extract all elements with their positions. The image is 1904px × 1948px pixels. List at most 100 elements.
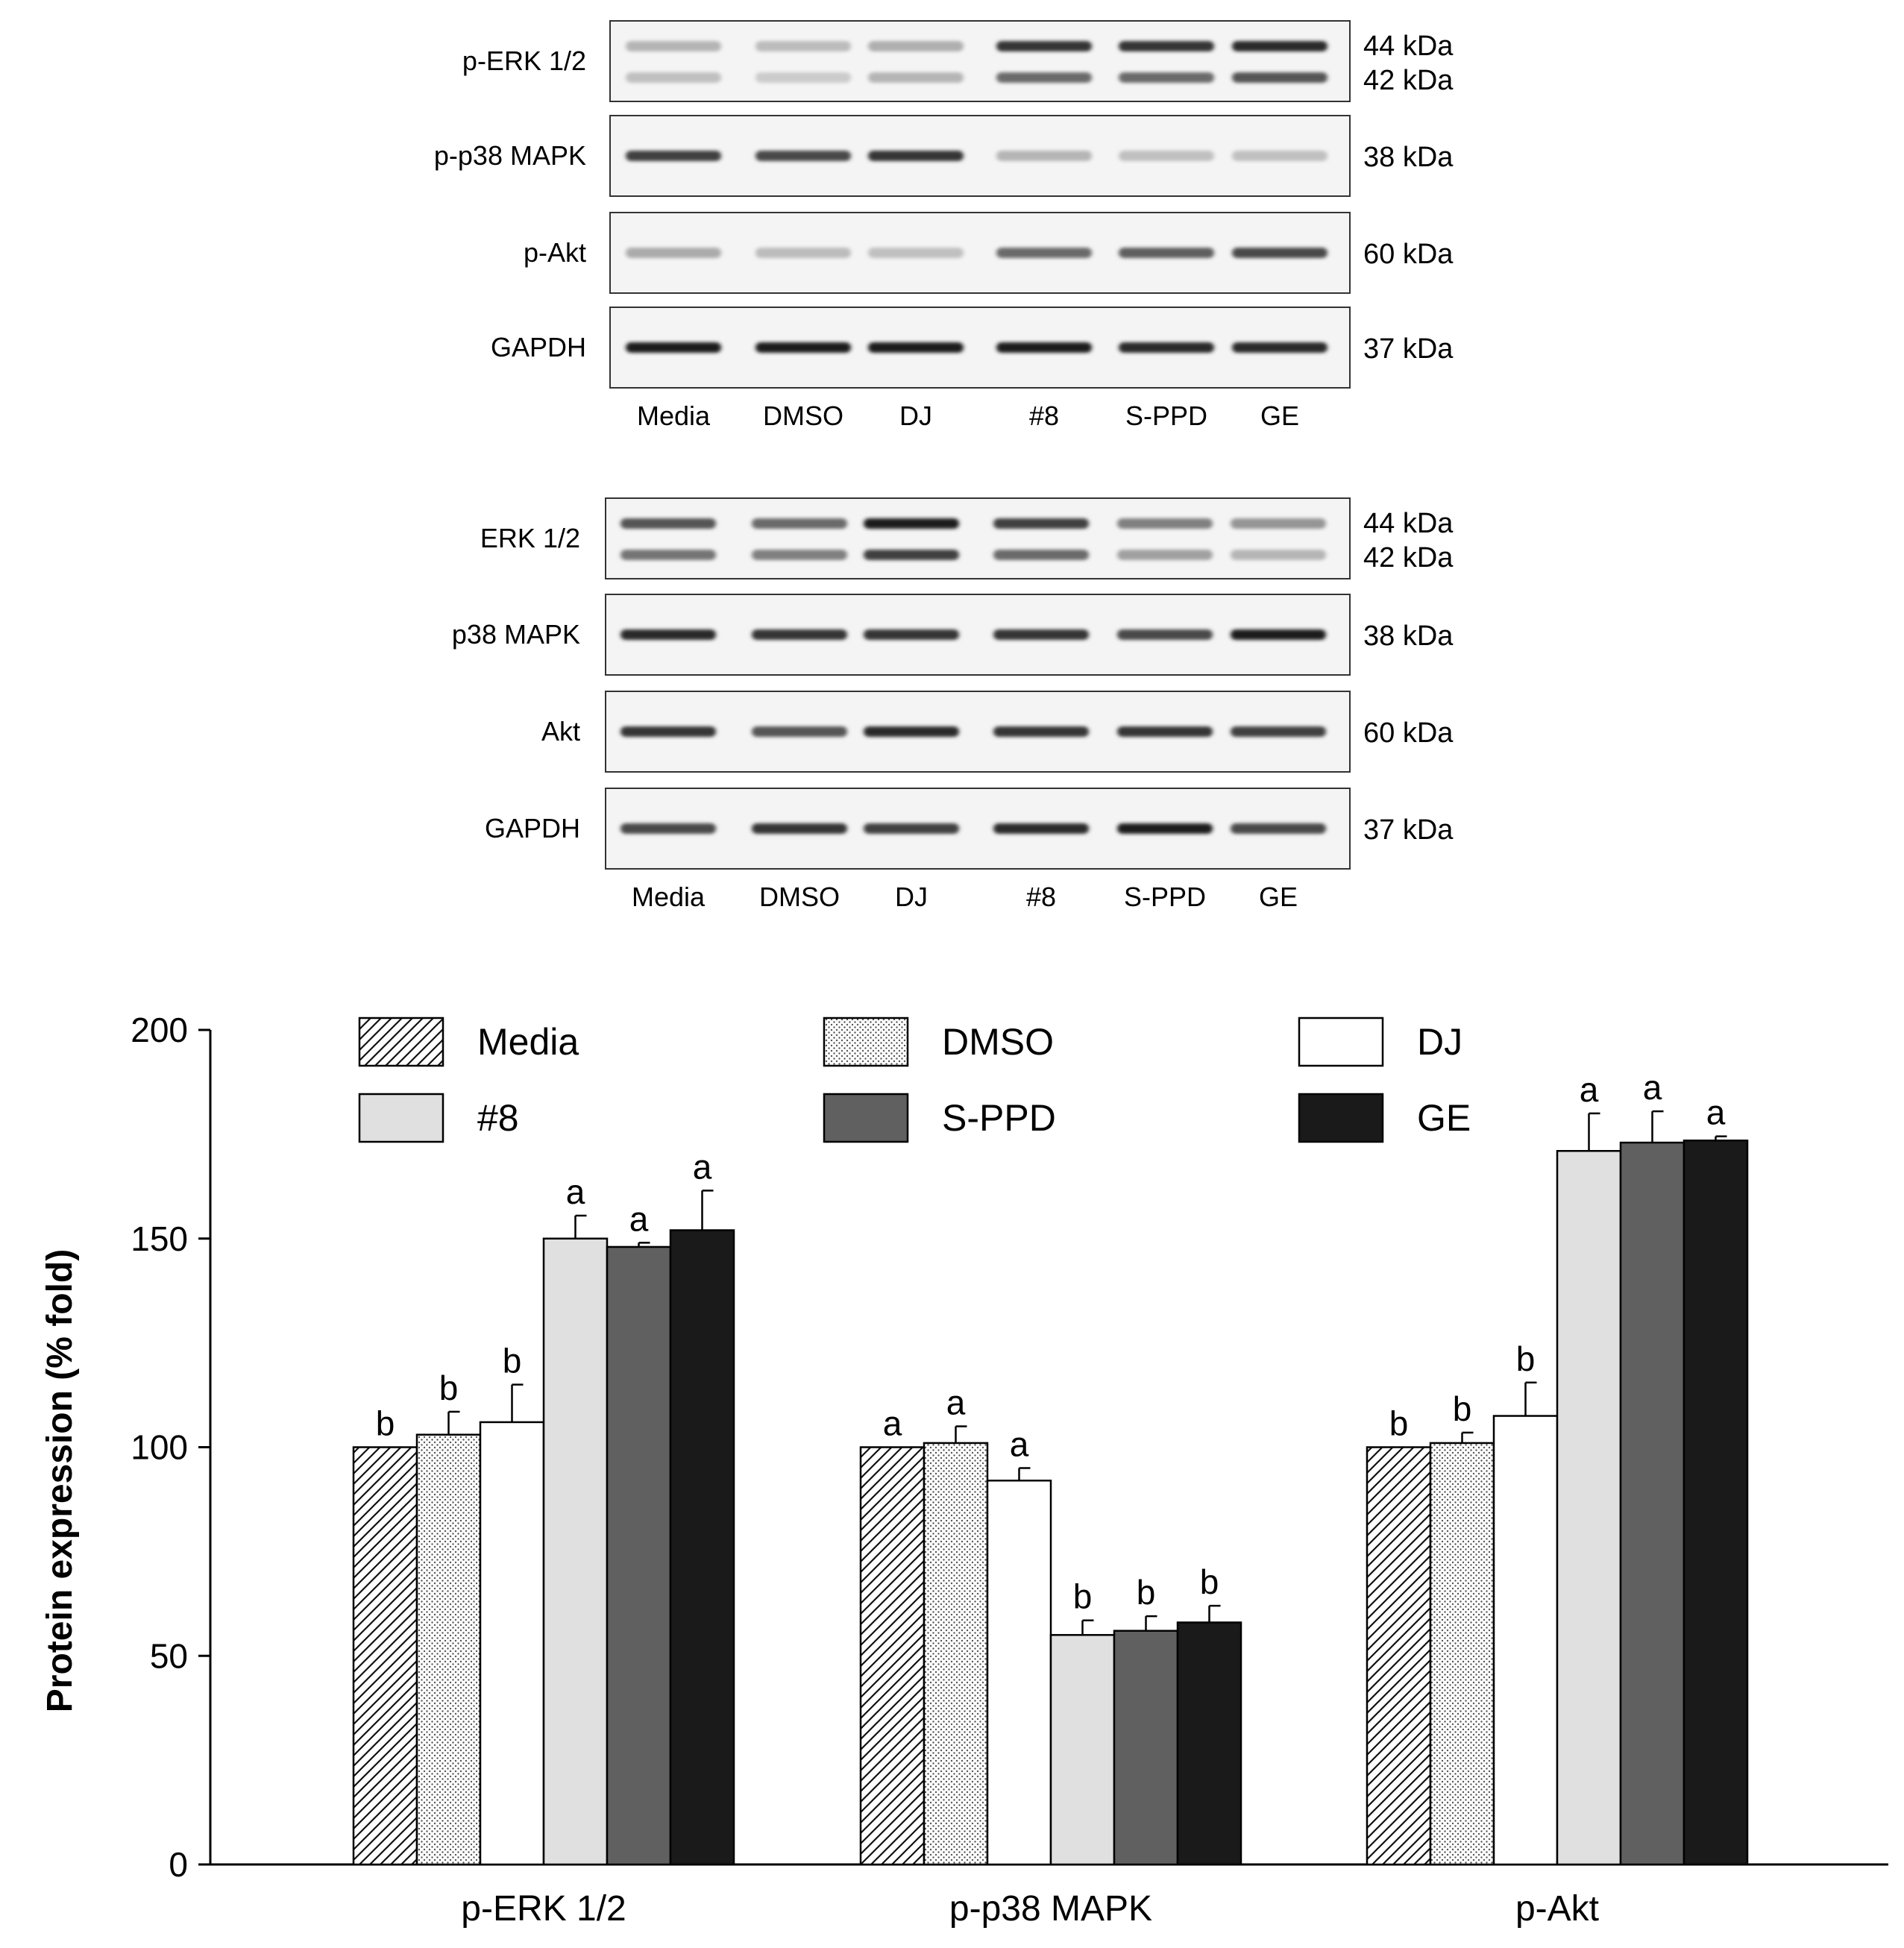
- bar: [542, 1237, 609, 1866]
- bar: [1176, 1621, 1242, 1866]
- blot-band: [755, 41, 851, 51]
- bar: [1619, 1141, 1685, 1866]
- blot-band: [1232, 41, 1328, 51]
- blot-band: [626, 41, 721, 51]
- kda-label: 60 kDa: [1363, 239, 1454, 270]
- significance-letter: b: [1516, 1339, 1536, 1378]
- blot-band: [864, 726, 959, 737]
- y-axis-title: Protein expression (% fold): [40, 1249, 80, 1712]
- blot-band: [1231, 550, 1326, 560]
- blot-row-label: GAPDH: [485, 813, 580, 843]
- blot-band: [1231, 823, 1326, 834]
- blot-band: [1117, 823, 1213, 834]
- blot-band: [1117, 550, 1213, 560]
- significance-letter: a: [1643, 1068, 1662, 1107]
- significance-letter: a: [1010, 1424, 1029, 1463]
- lane-label: Media: [632, 882, 706, 912]
- lane-label: #8: [1026, 882, 1056, 912]
- lane-label: S-PPD: [1125, 400, 1207, 431]
- blot-band: [993, 518, 1089, 529]
- blot-band: [996, 151, 1092, 161]
- significance-letter: a: [1580, 1070, 1599, 1109]
- bar: [606, 1245, 672, 1866]
- x-tick-label: p-Akt: [1515, 1889, 1599, 1929]
- lane-label: DMSO: [759, 882, 840, 912]
- blot-band: [996, 248, 1092, 258]
- blot-row-label: p-p38 MAPK: [434, 140, 586, 171]
- blot-row-box: [605, 497, 1351, 579]
- lane-label: S-PPD: [1124, 882, 1206, 912]
- legend-label: S-PPD: [942, 1097, 1056, 1139]
- significance-letter: a: [693, 1147, 712, 1186]
- blot-row-box: [605, 788, 1351, 870]
- legend-swatch: [823, 1017, 909, 1067]
- kda-label: 38 kDa: [1363, 142, 1454, 173]
- bar-group: b b b a a a p-ERK 1/2: [352, 1147, 735, 1929]
- blot-band: [752, 629, 847, 640]
- blot-band: [864, 823, 959, 834]
- kda-label: 42 kDa: [1363, 65, 1454, 96]
- blot-band: [996, 72, 1092, 83]
- blot-band: [1232, 248, 1328, 258]
- blot-band: [1119, 248, 1214, 258]
- blot-row-label: p-ERK 1/2: [462, 45, 586, 76]
- legend-swatch: [358, 1093, 444, 1143]
- blot-row-box: [609, 212, 1351, 294]
- blot-band: [626, 72, 721, 83]
- bar: [1366, 1446, 1432, 1866]
- blot-band: [1119, 72, 1214, 83]
- blot-band: [1119, 342, 1214, 353]
- blot-band: [1232, 342, 1328, 353]
- blot-row-label: ERK 1/2: [480, 523, 580, 553]
- significance-letter: a: [883, 1404, 902, 1443]
- blot-band: [993, 550, 1089, 560]
- blot-band: [1117, 629, 1213, 640]
- blot-band: [626, 248, 721, 258]
- blot-band: [993, 823, 1089, 834]
- blot-row-box: [609, 115, 1351, 197]
- blot-row-label: p38 MAPK: [452, 619, 580, 650]
- significance-letter: a: [1706, 1093, 1726, 1132]
- legend-label: #8: [477, 1097, 519, 1139]
- blot-row-label: Akt: [541, 716, 580, 747]
- legend-label: DJ: [1417, 1021, 1462, 1063]
- blot-band: [1119, 151, 1214, 161]
- significance-letter: b: [1200, 1562, 1219, 1601]
- blot-band: [868, 248, 964, 258]
- blot-band: [755, 72, 851, 83]
- bar: [352, 1446, 418, 1866]
- blot-band: [1232, 151, 1328, 161]
- blot-band: [1117, 726, 1213, 737]
- bar: [1556, 1150, 1622, 1866]
- legend: Media DMSO DJ #8 S-PPD GE: [358, 1017, 1471, 1143]
- significance-letter: a: [946, 1383, 966, 1422]
- blot-band: [620, 518, 716, 529]
- bar: [669, 1229, 735, 1866]
- blot-band: [864, 629, 959, 640]
- blot-band: [1231, 518, 1326, 529]
- bar: [415, 1433, 482, 1866]
- blot-band: [996, 342, 1092, 353]
- legend-label: Media: [477, 1021, 579, 1063]
- bar: [1049, 1634, 1116, 1866]
- lane-label: DJ: [895, 882, 928, 912]
- blot-row-label: GAPDH: [491, 332, 586, 362]
- blot-band: [620, 550, 716, 560]
- lane-label: #8: [1029, 400, 1059, 431]
- x-tick-label: p-p38 MAPK: [949, 1889, 1152, 1929]
- bar-group: b b b a a a p-Akt: [1366, 1068, 1749, 1929]
- blot-band: [868, 342, 964, 353]
- kda-label: 37 kDa: [1363, 333, 1454, 365]
- blot-band: [620, 629, 716, 640]
- blot-band: [1232, 72, 1328, 83]
- lane-label: DJ: [899, 400, 932, 431]
- bar: [1683, 1140, 1749, 1866]
- blot-band: [993, 726, 1089, 737]
- blot-band: [752, 823, 847, 834]
- significance-letter: a: [629, 1199, 649, 1238]
- bar: [1429, 1442, 1495, 1866]
- bar: [1113, 1630, 1179, 1866]
- significance-letter: b: [1137, 1573, 1156, 1612]
